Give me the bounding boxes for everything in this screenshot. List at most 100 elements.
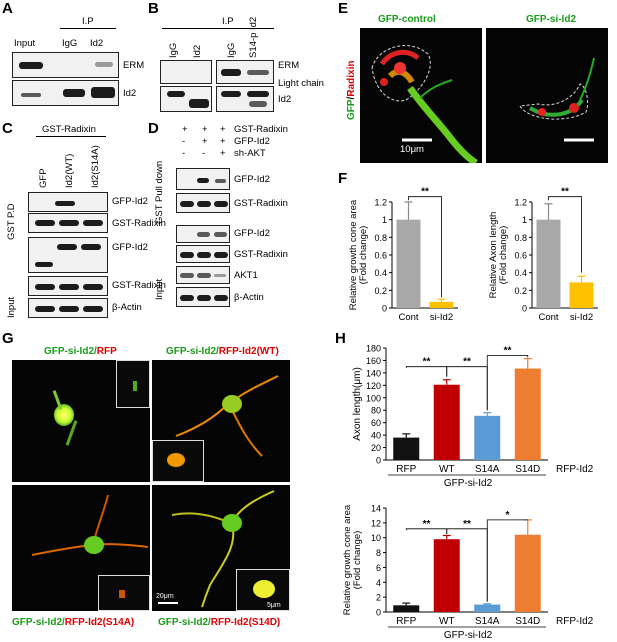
- band: [197, 201, 211, 207]
- panel-label-c: C: [2, 120, 13, 137]
- blot: [28, 192, 108, 212]
- row-label: GST-Radixin: [234, 249, 288, 260]
- y-tick-label: 0.6: [374, 251, 387, 261]
- significance-label: **: [463, 357, 471, 368]
- x-tick-label: si-Id2: [430, 312, 453, 323]
- bar: [536, 219, 561, 308]
- y-tick-label: 12: [371, 518, 381, 528]
- suffix-label: RFP-Id2: [556, 464, 594, 475]
- condition-name: GFP-Id2: [234, 136, 270, 147]
- blot: [28, 213, 108, 233]
- condition-marks: +: [220, 124, 226, 135]
- y-tick-label: 100: [366, 393, 381, 403]
- axis-label: Axon length(μm): [352, 367, 363, 441]
- axis-label: (Fold change): [358, 226, 369, 285]
- band: [63, 89, 85, 97]
- ip-label: I.P: [82, 16, 94, 27]
- lane-label: GFP: [38, 168, 49, 188]
- condition-marks: -: [202, 148, 206, 159]
- zoom-inset: [152, 440, 204, 482]
- x-tick-label: RFP: [396, 616, 416, 627]
- row-label: GFP-Id2: [112, 196, 148, 207]
- title-green: GFP-si-Id2/: [166, 346, 219, 357]
- micrograph-rfp-id2-s14d: 5μm 20μm: [152, 485, 290, 611]
- ip-bracket: [60, 28, 116, 29]
- y-tick-label: 180: [366, 344, 381, 354]
- band: [35, 284, 55, 290]
- image-title: GFP-control: [378, 14, 436, 25]
- y-tick-label: 80: [371, 406, 381, 416]
- band: [249, 101, 267, 107]
- axis-label: Relative growth cone area: [348, 199, 359, 310]
- bar: [514, 368, 541, 460]
- axis-label: Relative Axon length: [488, 212, 499, 299]
- blot-id2-2: [216, 86, 274, 112]
- axis-label: (Fold change): [498, 226, 509, 285]
- band: [91, 87, 115, 98]
- band: [197, 252, 211, 258]
- ip-label: I.P: [222, 16, 234, 27]
- channel-red: Radixin: [346, 60, 357, 97]
- y-tick-label: 0.8: [514, 233, 527, 243]
- chart-growth-cone-area: 0 0.2 0.4 0.6 0.8 1 1.2 Relative growth cone ar…: [348, 187, 458, 323]
- y-tick-label: 0: [376, 608, 381, 618]
- growth-cone: [133, 381, 137, 391]
- row-label: GST-Radixin: [234, 198, 288, 209]
- blot: [176, 225, 230, 243]
- band: [35, 262, 53, 267]
- micrograph-gfp-si-id2: [486, 28, 608, 163]
- ip-bracket: [162, 28, 274, 29]
- bar: [433, 539, 460, 612]
- title-green: GFP-si-Id2/: [158, 617, 211, 628]
- significance-bracket: [405, 366, 448, 377]
- image-title: GFP-si-Id2: [526, 14, 577, 25]
- bar: [433, 384, 460, 460]
- x-tick-label: S14A: [475, 464, 500, 475]
- y-tick-label: 160: [366, 356, 381, 366]
- micrograph-rfp: [12, 360, 150, 482]
- title-red: RFP-Id2(S14A): [64, 617, 135, 628]
- condition-marks: -: [182, 136, 186, 147]
- row-label: Id2: [123, 88, 137, 99]
- condition-name: sh-AKT: [234, 148, 266, 159]
- y-tick-label: 0.2: [374, 286, 387, 296]
- scale-label: 5μm: [267, 602, 281, 609]
- title-green: GFP-si-Id2/: [44, 346, 97, 357]
- band: [221, 91, 241, 97]
- x-tick-label: Cont: [398, 312, 418, 323]
- group-label: GFP-si-Id2: [444, 630, 493, 641]
- blot: [28, 237, 108, 273]
- y-tick-label: 6: [376, 563, 381, 573]
- band: [215, 179, 226, 183]
- lane-label: Id2(S14A): [90, 145, 101, 188]
- condition-marks: +: [220, 136, 226, 147]
- significance-bracket: [408, 196, 442, 298]
- band: [189, 99, 209, 108]
- y-tick-label: 0: [382, 304, 387, 314]
- band: [83, 284, 103, 290]
- row-label: Id2: [278, 94, 292, 105]
- y-tick-label: 0.6: [514, 251, 527, 261]
- growth-cone: [253, 580, 275, 598]
- lane-label: Input: [14, 38, 36, 49]
- lane-label: Id2: [192, 44, 203, 58]
- neuron-drawing: [371, 45, 478, 163]
- band: [167, 91, 185, 97]
- y-tick-label: 120: [366, 381, 381, 391]
- image-title: GFP-si-Id2/RFP: [44, 346, 117, 357]
- neuron-drawing: [31, 494, 149, 556]
- bar: [514, 534, 541, 612]
- y-tick-label: 140: [366, 368, 381, 378]
- band: [95, 62, 113, 67]
- x-tick-label: si-Id2: [570, 312, 593, 323]
- row-label: GST-Radixin: [112, 280, 166, 291]
- band: [59, 306, 79, 312]
- blot-erm: [12, 52, 119, 78]
- band: [214, 295, 228, 301]
- y-tick-label: 1.2: [374, 198, 387, 208]
- panel-label-g: G: [2, 330, 14, 347]
- band: [180, 201, 194, 207]
- suffix-label: RFP-Id2: [556, 616, 594, 627]
- row-label: β-Actin: [112, 302, 142, 313]
- zoom-inset: 5μm: [236, 569, 290, 611]
